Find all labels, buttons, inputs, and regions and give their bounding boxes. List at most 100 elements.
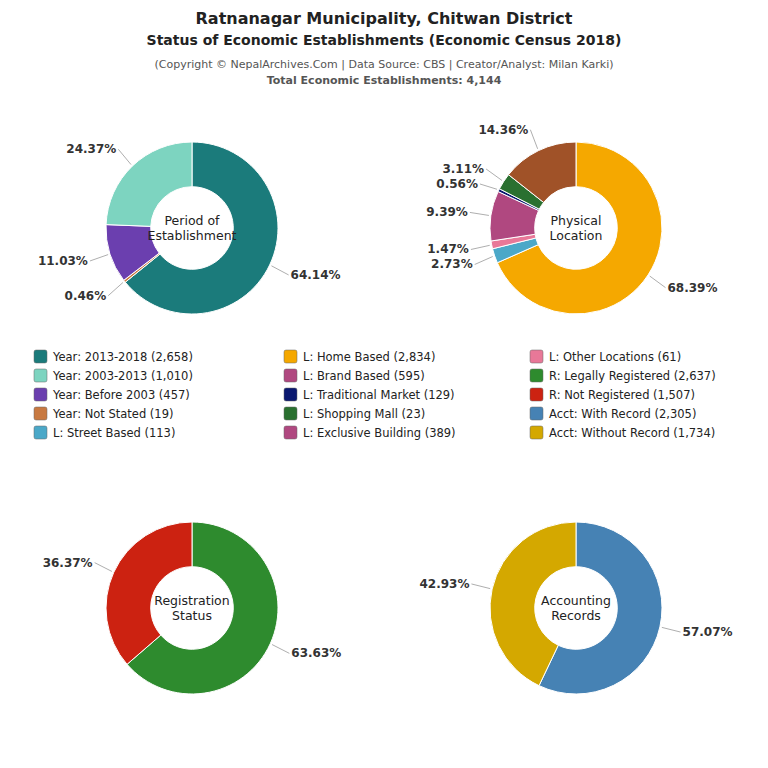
slices: [490, 522, 662, 694]
legend-swatch: [530, 369, 543, 382]
center-label-line: Records: [551, 608, 601, 623]
legend-swatch: [284, 369, 297, 382]
leader-line: [480, 184, 497, 189]
legend-label: Year: Not Stated (19): [52, 407, 173, 421]
center-label: Period ofEstablishment: [148, 213, 237, 243]
data-label: 63.63%: [291, 646, 341, 660]
legend-item: L: Street Based (113): [34, 426, 175, 440]
legend-label: Year: 2013-2018 (2,658): [52, 350, 193, 364]
data-label: 0.46%: [65, 289, 107, 303]
legend-label: L: Home Based (2,834): [303, 350, 435, 364]
legend-item: L: Exclusive Building (389): [284, 426, 456, 440]
data-label: 42.93%: [419, 577, 469, 591]
center-label-line: Physical: [551, 213, 602, 228]
background: [0, 0, 768, 768]
legend-item: Year: 2013-2018 (2,658): [34, 350, 193, 364]
data-label: 3.11%: [442, 162, 484, 176]
legend-label: Year: 2003-2013 (1,010): [52, 369, 193, 383]
legend-swatch: [530, 350, 543, 363]
leader-line: [272, 645, 289, 654]
leader-line: [108, 283, 123, 296]
legend-swatch: [34, 350, 47, 363]
data-labels: 57.07% 42.93%: [419, 577, 732, 639]
center-label-line: Status: [172, 608, 212, 623]
center-label: RegistrationStatus: [154, 593, 229, 623]
center-label: PhysicalLocation: [550, 213, 603, 243]
center-label-line: Location: [550, 228, 603, 243]
legend-label: Acct: With Record (2,305): [549, 407, 696, 421]
title: Status of Economic Establishments (Econo…: [147, 32, 622, 48]
donut-slice: [509, 142, 576, 202]
donut-chart: Period ofEstablishment64.14%0.46%11.03%2…: [38, 142, 341, 314]
leader-line: [271, 266, 288, 275]
legend-item: R: Legally Registered (2,637): [530, 369, 716, 383]
donut-chart: AccountingRecords 57.07% 42.93%: [419, 522, 732, 694]
center-label-line: Period of: [165, 213, 221, 228]
legend-swatch: [530, 388, 543, 401]
legend-swatch: [34, 407, 47, 420]
legend-item: L: Brand Based (595): [284, 369, 425, 383]
leader-line: [530, 130, 537, 149]
legend-swatch: [34, 426, 47, 439]
donut-chart: RegistrationStatus 63.63% 36.37%: [43, 522, 342, 694]
legend-item: R: Not Registered (1,507): [530, 388, 695, 402]
leader-line: [90, 255, 108, 261]
donut-chart: PhysicalLocation68.39%2.73%1.47%9.39%0.5…: [426, 123, 717, 314]
legend-item: Acct: Without Record (1,734): [530, 426, 715, 440]
legend-item: Year: Not Stated (19): [34, 407, 173, 421]
data-label: 36.37%: [43, 556, 93, 570]
leader-line: [486, 169, 502, 180]
center-label-line: Accounting: [541, 593, 611, 608]
center-label-line: Registration: [154, 593, 229, 608]
legend-item: L: Traditional Market (129): [284, 388, 455, 402]
leader-line: [650, 276, 666, 288]
legend-label: L: Exclusive Building (389): [303, 426, 456, 440]
legend-swatch: [284, 426, 297, 439]
leader-line: [470, 212, 489, 215]
leader-line: [475, 257, 493, 265]
legend-label: Year: Before 2003 (457): [52, 388, 190, 402]
data-label: 68.39%: [668, 281, 718, 295]
data-label: 0.56%: [436, 177, 478, 191]
legend-label: Acct: Without Record (1,734): [549, 426, 715, 440]
legend-label: L: Shopping Mall (23): [303, 407, 425, 421]
data-label: 57.07%: [683, 625, 733, 639]
legend-label: L: Street Based (113): [53, 426, 175, 440]
legend-item: Year: 2003-2013 (1,010): [34, 369, 193, 383]
center-label-line: Establishment: [148, 228, 237, 243]
data-labels: 64.14%0.46%11.03%24.37%: [38, 142, 341, 302]
slices: [106, 142, 278, 314]
legend-label: L: Other Locations (61): [549, 350, 681, 364]
legend-item: Acct: With Record (2,305): [530, 407, 696, 421]
legend-item: L: Other Locations (61): [530, 350, 681, 364]
legend-swatch: [284, 350, 297, 363]
subtitle: (Copyright © NepalArchives.Com | Data So…: [154, 58, 613, 71]
data-label: 1.47%: [427, 242, 469, 256]
leader-line: [471, 245, 490, 249]
legend-swatch: [284, 407, 297, 420]
legend-label: R: Legally Registered (2,637): [549, 369, 716, 383]
legend-label: L: Traditional Market (129): [303, 388, 455, 402]
legend-swatch: [34, 388, 47, 401]
data-label: 24.37%: [66, 142, 116, 156]
data-label: 14.36%: [478, 123, 528, 137]
slices: [490, 142, 662, 314]
legend-swatch: [34, 369, 47, 382]
legend-label: L: Brand Based (595): [303, 369, 425, 383]
slices: [106, 522, 278, 694]
data-label: 2.73%: [431, 257, 473, 271]
legend-item: L: Home Based (2,834): [284, 350, 435, 364]
leader-line: [118, 149, 131, 164]
data-labels: 68.39%2.73%1.47%9.39%0.56%3.11%14.36%: [426, 123, 717, 295]
legend-swatch: [530, 426, 543, 439]
titles: Ratnanagar Municipality, Chitwan Distric…: [147, 9, 622, 87]
legend-item: L: Shopping Mall (23): [284, 407, 425, 421]
legend-swatch: [284, 388, 297, 401]
legend-label: R: Not Registered (1,507): [549, 388, 695, 402]
data-label: 64.14%: [291, 268, 341, 282]
title: Ratnanagar Municipality, Chitwan Distric…: [196, 9, 573, 28]
leader-line: [662, 627, 681, 632]
legend-item: Year: Before 2003 (457): [34, 388, 190, 402]
chart-canvas: Ratnanagar Municipality, Chitwan Distric…: [0, 0, 768, 768]
subtitle: Total Economic Establishments: 4,144: [267, 74, 502, 87]
